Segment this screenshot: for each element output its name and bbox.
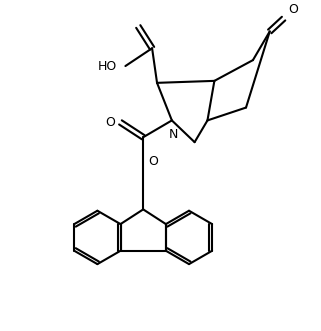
Text: N: N [169,128,178,141]
Text: O: O [148,156,158,168]
Text: HO: HO [98,60,117,72]
Text: O: O [289,3,299,16]
Text: O: O [106,116,116,129]
